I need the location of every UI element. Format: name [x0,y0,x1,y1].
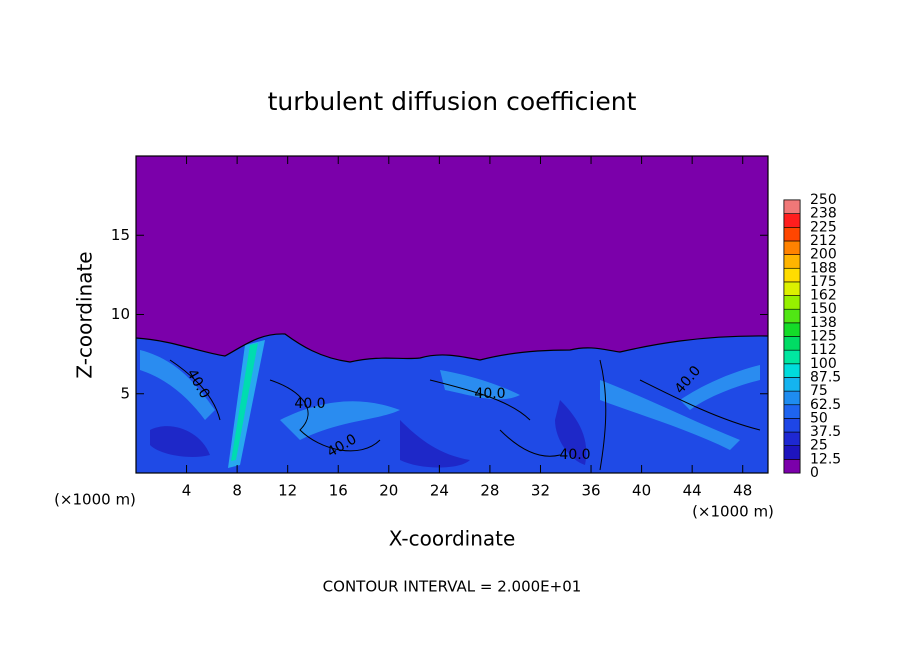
x-tick-label: 40 [632,482,651,500]
colorbar-swatch [783,377,801,392]
x-tick-label: 36 [581,482,600,500]
colorbar-label: 50 [810,410,828,426]
colorbar-swatch [783,349,801,365]
colorbar-swatch [783,227,801,242]
colorbar-swatch [783,213,801,228]
contour-line [136,333,768,363]
colorbar-swatch [783,363,801,378]
field-streak [280,401,400,440]
colorbar-label: 250 [810,192,837,208]
colorbar-label: 175 [810,274,837,290]
colorbar-label: 125 [810,329,837,345]
colorbar-label: 138 [810,315,837,331]
colorbar-label: 238 [810,206,837,222]
colorbar-swatch [783,445,801,460]
x-unit-label: (×1000 m) [692,503,774,521]
field-blob [555,400,587,465]
field-region [136,333,768,473]
field-blob [150,426,210,457]
colorbar-label: 188 [810,260,837,276]
x-tick-label: 32 [531,482,550,500]
colorbar-swatch [783,267,801,283]
y-tick-label: 15 [111,226,130,244]
field-blob [400,420,470,468]
field-streak [600,380,740,450]
footnote: CONTOUR INTERVAL = 2.000E+01 [323,578,582,596]
x-axis-label: X-coordinate [389,527,516,551]
x-tick-label: 48 [733,482,752,500]
colorbar-swatch [783,308,801,324]
colorbar-label: 25 [810,438,828,454]
x-tick-label: 4 [182,482,192,500]
colorbar-swatch [783,390,801,406]
colorbar-label: 112 [810,342,837,358]
colorbar-label: 12.5 [810,451,841,467]
colorbar-swatch [783,295,801,310]
field-streak [680,365,760,410]
x-tick-label: 20 [379,482,398,500]
x-tick-label: 28 [480,482,499,500]
colorbar-swatch [783,404,801,419]
colorbar-swatch [783,254,801,269]
field-streak [231,343,258,461]
field [136,156,768,473]
colorbar-label: 150 [810,301,837,317]
colorbar-label: 200 [810,247,837,263]
y-tick-label: 10 [111,305,130,323]
colorbar-label: 225 [810,219,837,235]
colorbar-label: 87.5 [810,369,841,385]
colorbar-label: 162 [810,288,837,304]
y-axis-label: Z-coordinate [73,251,97,378]
contour-label: 40.0 [559,447,590,463]
colorbar-label: 62.5 [810,397,841,413]
colorbar-label: 37.5 [810,424,841,440]
x-tick-label: 12 [278,482,297,500]
colorbar-swatch [783,199,801,214]
colorbar-swatch [783,431,801,446]
x-tick-label: 44 [683,482,702,500]
x-unit-label: (×1000 m) [54,491,136,509]
colorbar-label: 75 [810,383,828,399]
colorbar-swatch [783,281,801,296]
colorbar-swatch [783,240,801,255]
colorbar-swatch [783,336,801,351]
x-tick-label: 24 [430,482,449,500]
chart-title: turbulent diffusion coefficient [268,87,637,116]
contour-label: 40.0 [474,386,505,402]
colorbar-swatch [783,322,801,337]
colorbar-label: 100 [810,356,837,372]
colorbar-swatch [783,418,801,433]
contour-line [169,359,761,471]
x-tick-label: 8 [232,482,242,500]
contour-label: 40.0 [294,396,325,412]
x-tick-label: 16 [329,482,348,500]
y-tick-label: 5 [120,384,130,402]
field-streak [140,350,215,420]
field-streak [440,370,520,400]
colorbar-swatch [783,459,801,474]
colorbar-label: 0 [810,465,819,481]
colorbar-label: 212 [810,233,837,249]
